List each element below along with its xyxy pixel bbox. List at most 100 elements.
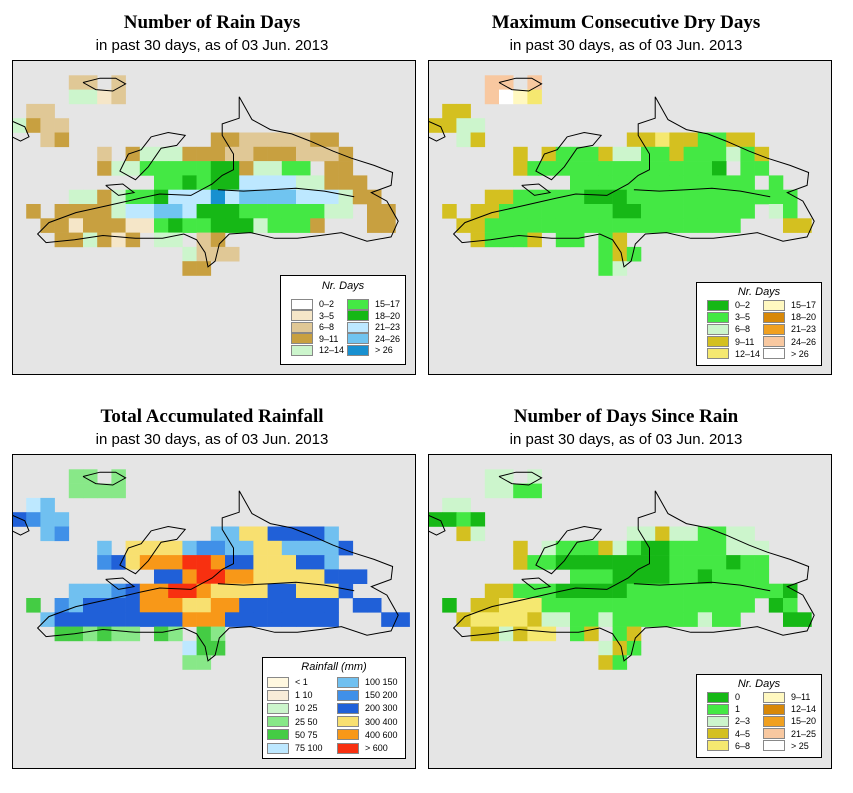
grid-cell — [541, 598, 557, 613]
grid-cell — [499, 626, 514, 642]
panel-subtitle: in past 30 days, as of 03 Jun. 2013 — [509, 431, 743, 448]
legend-swatch — [347, 344, 369, 356]
map-legend: Nr. Days 0–2 3–5 6–8 9–11 12–14 15–17 18–20 21–… — [280, 275, 406, 365]
grid-cell — [239, 583, 254, 599]
grid-cell — [97, 204, 112, 219]
grid-cell — [740, 555, 755, 570]
grid-cell — [239, 218, 254, 233]
legend-label: 9–11 — [735, 336, 755, 347]
grid-cell — [83, 75, 98, 90]
grid-cell — [655, 612, 670, 627]
coastline — [535, 131, 603, 181]
legend-item: 6–8 — [707, 323, 750, 335]
grid-cell — [555, 612, 571, 627]
legend-item: > 25 — [763, 740, 809, 752]
grid-cell — [310, 218, 325, 233]
grid-cell — [555, 598, 571, 613]
grid-cell — [310, 583, 325, 599]
grid-cell — [83, 469, 98, 484]
grid-cell — [225, 246, 240, 262]
grid-cell — [712, 189, 727, 205]
grid-cell — [570, 598, 585, 613]
grid-cell — [570, 218, 585, 233]
grid-cell — [111, 612, 126, 627]
grid-cell — [267, 218, 283, 233]
legend-title: Nr. Days — [737, 286, 781, 298]
legend-swatch — [291, 310, 313, 321]
grid-cell — [655, 526, 670, 542]
grid-cell — [168, 146, 183, 162]
grid-cell — [296, 569, 311, 584]
grid-cell — [239, 175, 254, 190]
grid-cell — [225, 612, 240, 627]
grid-cell — [598, 246, 613, 262]
legend-label: 0 — [735, 692, 741, 702]
grid-cell — [281, 218, 297, 233]
grid-cell — [456, 103, 471, 119]
grid-cell — [456, 132, 471, 148]
coastline — [429, 514, 446, 536]
grid-cells — [429, 75, 812, 276]
grid-cell — [612, 583, 628, 599]
grid-cell — [697, 540, 713, 556]
grid-cell — [669, 146, 684, 162]
grid-cell — [111, 204, 126, 219]
grid-cell — [754, 583, 770, 599]
grid-cell — [68, 189, 84, 205]
legend-item: 6–8 — [707, 740, 750, 752]
legend-label: 6–8 — [735, 740, 751, 751]
grid-cell — [783, 598, 798, 613]
grid-cell — [83, 232, 98, 248]
grid-cell — [40, 118, 55, 133]
grid-cell — [111, 89, 126, 105]
grid-map — [13, 469, 410, 670]
grid-cell — [352, 189, 368, 205]
grid-cell — [584, 598, 599, 613]
coastline — [119, 131, 187, 181]
grid-cell — [541, 555, 557, 570]
grid-cell — [210, 640, 226, 656]
grid-cell — [697, 526, 713, 542]
grid-cell — [125, 626, 141, 642]
grid-cell — [239, 569, 254, 584]
grid-cell — [54, 218, 70, 233]
grid-cell — [470, 132, 486, 148]
grid-cell — [655, 146, 670, 162]
grid-cell — [196, 640, 212, 656]
coastline — [217, 581, 355, 592]
coastline — [633, 581, 771, 592]
grid-cell — [527, 189, 542, 205]
grid-cell — [381, 204, 396, 219]
grid-cell — [139, 612, 155, 627]
grid-cell — [527, 598, 542, 613]
grid-cell — [570, 583, 585, 599]
coastline — [633, 187, 771, 198]
grid-cell — [296, 526, 311, 542]
legend-label: 12–14 — [319, 345, 345, 355]
grid-cell — [97, 218, 112, 233]
grid-cell — [196, 232, 212, 248]
grid-cell — [584, 540, 599, 556]
grid-cell — [527, 204, 542, 219]
grid-cell — [669, 161, 684, 176]
grid-cell — [182, 598, 197, 613]
grid-cell — [239, 612, 254, 627]
grid-cell — [499, 189, 514, 205]
grid-cell — [83, 89, 98, 105]
grid-cell — [296, 555, 311, 570]
grid-cell — [296, 612, 311, 627]
grid-cell — [442, 598, 457, 613]
grid-cell — [253, 146, 268, 162]
grid-cell — [499, 218, 514, 233]
legend-label: 18–20 — [375, 310, 401, 321]
grid-cell — [54, 204, 70, 219]
grid-cell — [154, 598, 169, 613]
legend-title: Nr. Days — [737, 678, 781, 690]
grid-cell — [83, 204, 98, 219]
grid-cell — [182, 218, 197, 233]
legend-swatch — [267, 729, 289, 741]
legend-swatch — [347, 333, 369, 344]
grid-cell — [740, 146, 755, 162]
grid-cell — [40, 132, 55, 148]
grid-cell — [712, 146, 727, 162]
